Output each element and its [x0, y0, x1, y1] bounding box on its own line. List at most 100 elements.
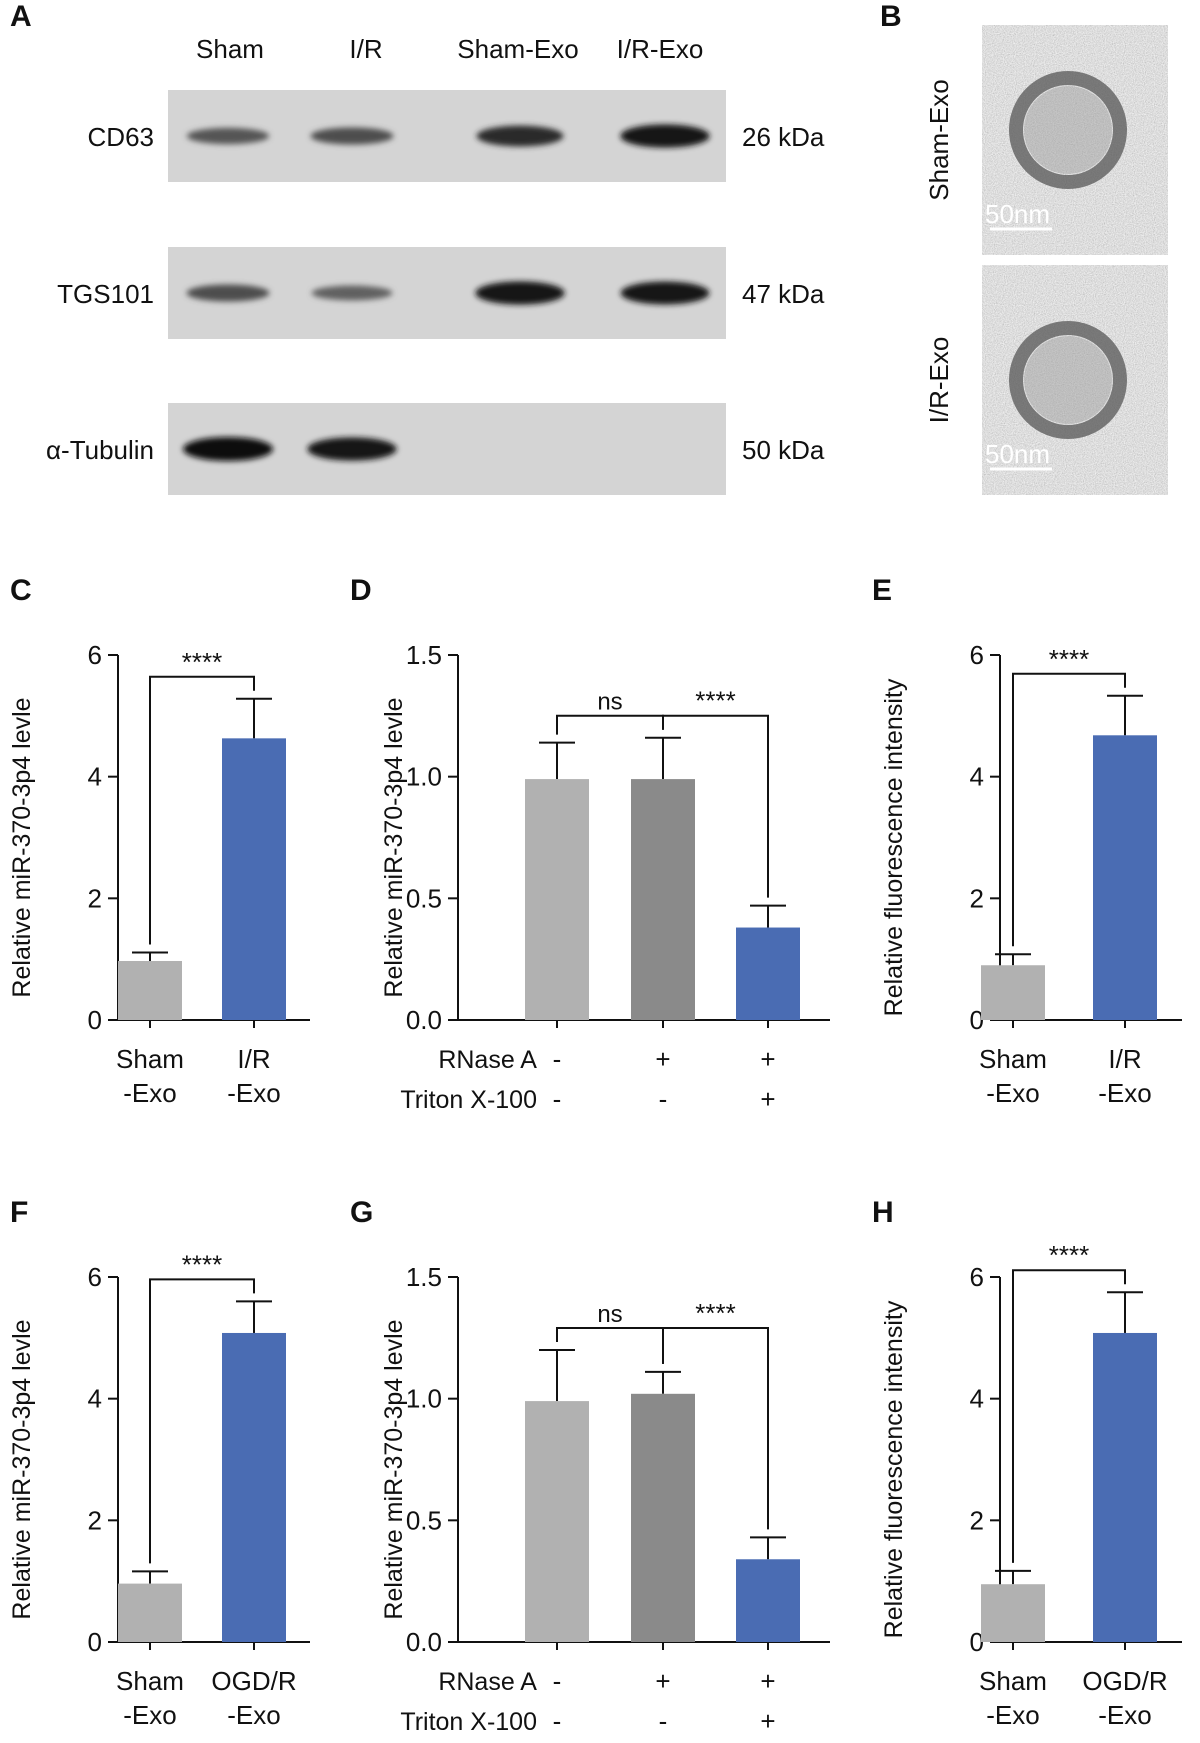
- y-tick-label: 4: [970, 762, 984, 792]
- chart-g: 0.0 0.5 1.0 1.5 Relative miR-370-3p4 levle RN…: [380, 1262, 830, 1736]
- significance-bracket: [1012, 672, 1126, 947]
- blot-band: [476, 125, 564, 147]
- category-label: -Exo: [1098, 1078, 1151, 1108]
- condition-sign: +: [760, 1666, 775, 1696]
- condition-sign: +: [655, 1666, 670, 1696]
- y-tick-label: 0.0: [406, 1627, 442, 1657]
- significance-bracket: [149, 1278, 255, 1564]
- category-label: I/R: [1108, 1044, 1141, 1074]
- significance-label: ****: [182, 647, 222, 677]
- condition-row-label: RNase A: [438, 1046, 537, 1074]
- blot-band: [620, 281, 710, 305]
- y-tick-label: 4: [970, 1384, 984, 1414]
- bar: [631, 779, 695, 1020]
- y-axis-label: Relative miR-370-3p4 levle: [380, 697, 408, 997]
- significance-label: ****: [1049, 644, 1089, 674]
- lane-label: I/R: [349, 34, 382, 64]
- y-tick-label: 0: [88, 1005, 102, 1035]
- bar: [525, 779, 589, 1020]
- y-tick-label: 2: [970, 1505, 984, 1535]
- bar: [1093, 735, 1157, 1020]
- bar: [981, 1584, 1045, 1642]
- y-tick-label: 1.5: [406, 1262, 442, 1292]
- condition-row-label: Triton X-100: [400, 1086, 537, 1114]
- vesicle-membrane: [1009, 321, 1127, 439]
- bar: [222, 1332, 286, 1642]
- panel-label-g: G: [350, 1196, 373, 1229]
- condition-row-label: Triton X-100: [400, 1708, 537, 1736]
- blot-band: [186, 284, 270, 302]
- chart-d: 0.0 0.5 1.0 1.5 Relative miR-370-3p4 levle RN…: [380, 640, 830, 1114]
- tem-image-label: I/R-Exo: [924, 337, 954, 424]
- y-tick-label: 1.0: [406, 762, 442, 792]
- blot-band: [475, 281, 565, 305]
- significance-label: ****: [1049, 1240, 1089, 1270]
- y-axis-label: Relative miR-370-3p4 levle: [8, 1319, 36, 1619]
- y-tick-label: 4: [88, 762, 102, 792]
- y-tick-label: 6: [88, 640, 102, 670]
- bar: [525, 1401, 589, 1642]
- panel-label-h: H: [872, 1196, 894, 1229]
- condition-sign: -: [553, 1084, 562, 1114]
- panel-label-a: A: [10, 0, 32, 33]
- condition-sign: +: [760, 1706, 775, 1736]
- condition-sign: -: [553, 1044, 562, 1074]
- molecular-weight-label: 47 kDa: [742, 279, 825, 309]
- condition-sign: -: [659, 1084, 668, 1114]
- category-label: OGD/R: [211, 1666, 296, 1696]
- significance-label: ****: [182, 1249, 222, 1279]
- scale-bar-label: 50nm: [985, 439, 1050, 469]
- panel-label-d: D: [350, 574, 372, 607]
- panel-label-e: E: [872, 574, 892, 607]
- condition-sign: +: [760, 1044, 775, 1074]
- chart-c: 0 2 4 6 Relative miR-370-3p4 levle Sham -Exo I/…: [8, 640, 310, 1108]
- y-axis-label: Relative fluorescence intensity: [880, 1300, 908, 1638]
- condition-sign: -: [659, 1706, 668, 1736]
- significance-label: ****: [695, 1298, 735, 1328]
- bar: [118, 1583, 182, 1642]
- blot-band: [183, 437, 273, 461]
- y-axis-label: Relative miR-370-3p4 levle: [380, 1319, 408, 1619]
- category-label: -Exo: [1098, 1700, 1151, 1730]
- y-tick-label: 2: [970, 883, 984, 913]
- chart-f: 0 2 4 6 Relative miR-370-3p4 levle Sham -Exo OG…: [8, 1249, 310, 1730]
- y-tick-label: 0: [88, 1627, 102, 1657]
- y-tick-label: 0.5: [406, 883, 442, 913]
- y-tick-label: 0: [970, 1627, 984, 1657]
- significance-label: ns: [597, 689, 622, 716]
- condition-sign: +: [655, 1044, 670, 1074]
- panel-label-b: B: [880, 0, 902, 33]
- category-label: -Exo: [986, 1700, 1039, 1730]
- bar: [736, 1559, 800, 1642]
- vesicle-lumen: [1024, 336, 1112, 424]
- significance-bracket: [556, 714, 664, 735]
- protein-label: α-Tubulin: [46, 435, 154, 465]
- vesicle-lumen: [1024, 86, 1112, 174]
- bar: [736, 927, 800, 1020]
- tem-images: 50nm Sham-Exo 50nm I/R-Exo: [924, 25, 1168, 495]
- category-label: Sham: [979, 1666, 1047, 1696]
- y-tick-label: 4: [88, 1384, 102, 1414]
- chart-e: 0 2 4 6 Relative fluorescence intensity Sham -…: [880, 640, 1182, 1108]
- condition-row-label: RNase A: [438, 1668, 537, 1696]
- category-label: Sham: [116, 1666, 184, 1696]
- category-label: -Exo: [227, 1700, 280, 1730]
- category-label: Sham: [116, 1044, 184, 1074]
- category-label: Sham: [979, 1044, 1047, 1074]
- molecular-weight-label: 50 kDa: [742, 435, 825, 465]
- condition-sign: -: [553, 1666, 562, 1696]
- category-label: -Exo: [123, 1700, 176, 1730]
- bar: [981, 965, 1045, 1020]
- vesicle-membrane: [1009, 71, 1127, 189]
- blot-band: [310, 127, 394, 145]
- protein-label: TGS101: [57, 279, 154, 309]
- bar: [631, 1393, 695, 1642]
- y-tick-label: 6: [970, 640, 984, 670]
- significance-label: ns: [597, 1301, 622, 1328]
- western-blot: Sham I/R Sham-Exo I/R-Exo CD63 26 kDa TGS1…: [46, 34, 825, 495]
- significance-bracket: [556, 1327, 664, 1364]
- lane-label: I/R-Exo: [617, 34, 704, 64]
- y-tick-label: 2: [88, 883, 102, 913]
- y-tick-label: 0.5: [406, 1505, 442, 1535]
